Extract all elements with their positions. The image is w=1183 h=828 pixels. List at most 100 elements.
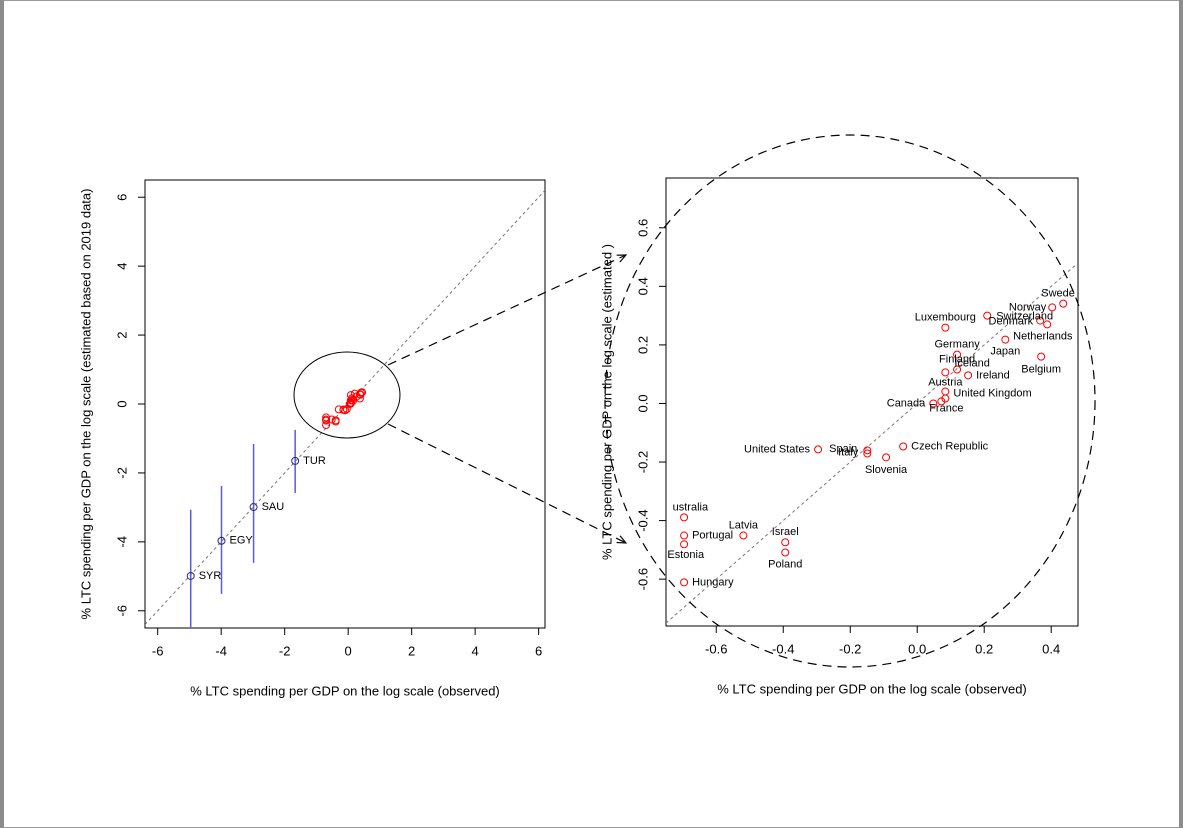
point [953, 365, 962, 374]
point-label: France [929, 402, 963, 414]
point [342, 405, 351, 414]
point [1036, 316, 1045, 325]
x-tick-label: 0.4 [1042, 641, 1060, 656]
x-tick-label: 4 [472, 643, 479, 658]
point-label: Canada [887, 397, 926, 409]
point [1043, 320, 1052, 329]
point [1059, 299, 1068, 308]
point [983, 311, 992, 320]
x-axis-label: % LTC spending per GDP on the log scale … [717, 681, 1027, 696]
x-tick-label: -6 [152, 643, 164, 658]
x-tick-label: -0.2 [839, 641, 861, 656]
x-tick-label: 0.0 [908, 641, 926, 656]
x-tick-label: -0.6 [705, 641, 727, 656]
point-label: Israel [772, 526, 799, 538]
point-label: Netherlands [1013, 330, 1073, 342]
point [186, 571, 195, 580]
y-tick-label: 0.4 [635, 277, 650, 295]
point [863, 449, 872, 458]
point-label: Portugal [692, 529, 733, 541]
point [331, 417, 340, 426]
y-tick-label: 0.2 [635, 336, 650, 354]
point [899, 442, 908, 451]
point-label: Iceland [954, 357, 989, 369]
point-label: Poland [768, 558, 802, 570]
point-label: United States [744, 443, 811, 455]
point [346, 399, 355, 408]
point-label: Luxembourg [915, 312, 976, 324]
point [322, 413, 331, 422]
point [1001, 335, 1010, 344]
point [334, 405, 343, 414]
point [291, 456, 300, 465]
point-label: SYR [199, 570, 222, 582]
x-tick-label: 6 [535, 643, 542, 658]
zoom-ellipse [293, 351, 401, 439]
x-tick-label: -2 [279, 643, 291, 658]
diagonal [145, 189, 545, 625]
point-label: Spain [829, 443, 857, 455]
point [680, 513, 689, 522]
point [781, 538, 790, 547]
point-label: Switzerland [996, 311, 1053, 323]
x-tick-label: 0.2 [975, 641, 993, 656]
point [680, 531, 689, 540]
point-label: Norway [1009, 301, 1047, 313]
point-label: TUR [303, 455, 326, 467]
point [814, 445, 823, 454]
point [217, 536, 226, 545]
point-label: Germany [934, 338, 980, 350]
point-label: SAU [262, 501, 285, 513]
point [941, 368, 950, 377]
point-label: Hungary [692, 576, 734, 588]
point-label: EGY [230, 535, 254, 547]
point-label: Swede [1041, 288, 1075, 300]
plot-box [665, 177, 1079, 627]
point-label: ustralia [673, 501, 709, 513]
x-tick-label: -0.4 [772, 641, 794, 656]
point [781, 548, 790, 557]
y-tick-label: 6 [114, 194, 129, 201]
point [356, 390, 365, 399]
point [680, 578, 689, 587]
point-label: Austria [928, 376, 963, 388]
point [355, 394, 364, 403]
zoom-circle [604, 134, 1096, 668]
point [322, 421, 331, 430]
point [863, 446, 872, 455]
y-tick-label: 0.6 [635, 219, 650, 237]
left-plot: -6 -4 -2 0 2 4 6 -6 -4 -2 0 2 4 6 % LTC spending per G… [78, 179, 546, 698]
point [327, 415, 336, 424]
y-tick-label: -4 [114, 536, 129, 548]
x-tick-label: -4 [215, 643, 227, 658]
point-label: Ireland [976, 369, 1010, 381]
point-label: Slovenia [865, 464, 908, 476]
diagonal [666, 262, 1078, 624]
y-tick-label: -0.4 [635, 509, 650, 531]
point-label: Italy [838, 446, 859, 458]
point-label: Japan [990, 346, 1020, 358]
frame-edge [1179, 0, 1183, 828]
y-tick-label: -0.6 [635, 568, 650, 590]
point-label: Denmark [989, 316, 1034, 328]
y-tick-label: -0.2 [635, 451, 650, 473]
y-tick-label: 4 [114, 263, 129, 270]
point [680, 540, 689, 549]
point-label: Estonia [667, 549, 705, 561]
point [739, 531, 748, 540]
point [882, 453, 891, 462]
point-label: Finland [939, 353, 975, 365]
point [929, 399, 938, 408]
y-tick-label: -2 [114, 467, 129, 479]
point-label: Latvia [729, 519, 759, 531]
point-label: United Kingdom [953, 387, 1031, 399]
y-axis-label: % LTC spending per GDP on the log scale … [599, 244, 614, 560]
y-tick-label: 2 [114, 331, 129, 338]
right-plot: -0.6 -0.4 -0.2 0.0 0.2 0.4 -0.6 -0.4 -0.2 0.0 0.2 0… [599, 177, 1079, 696]
point [249, 503, 258, 512]
x-tick-label: 0 [345, 643, 352, 658]
point-label: Czech Republic [911, 440, 989, 452]
plot-area: SYR EGY SAU TUR [145, 189, 545, 628]
